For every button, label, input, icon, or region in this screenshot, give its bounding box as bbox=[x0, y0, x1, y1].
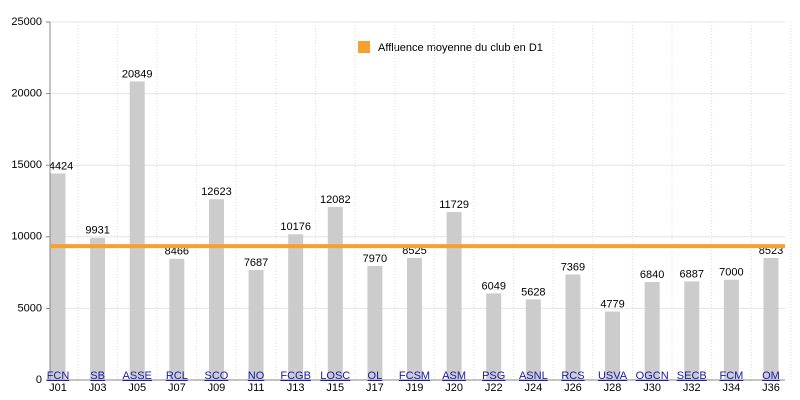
value-label: 7000 bbox=[719, 267, 743, 279]
bar bbox=[723, 279, 739, 380]
value-label: 12082 bbox=[320, 194, 351, 206]
bar bbox=[525, 299, 541, 380]
bar bbox=[90, 237, 106, 380]
x-tick-label: J30 bbox=[643, 382, 661, 394]
y-tick-label: 20000 bbox=[11, 88, 42, 100]
team-label[interactable]: FCM bbox=[719, 370, 743, 382]
team-label[interactable]: OL bbox=[368, 370, 383, 382]
value-label: 11729 bbox=[439, 199, 469, 211]
x-tick-label: J36 bbox=[762, 382, 780, 394]
x-tick-label: J11 bbox=[248, 382, 265, 394]
bar bbox=[248, 269, 264, 380]
x-tick-label: J15 bbox=[326, 382, 344, 394]
x-tick-label: J09 bbox=[208, 382, 226, 394]
team-label[interactable]: SECB bbox=[677, 370, 707, 382]
team-label[interactable]: ASSE bbox=[123, 370, 152, 382]
team-label[interactable]: FCSM bbox=[399, 370, 430, 382]
bar bbox=[288, 234, 304, 380]
bar bbox=[50, 173, 66, 380]
team-label[interactable]: SB bbox=[90, 370, 105, 382]
team-label[interactable]: SCO bbox=[205, 370, 229, 382]
team-label[interactable]: NO bbox=[248, 370, 265, 382]
value-label: 14424 bbox=[43, 160, 74, 172]
team-label[interactable]: USVA bbox=[598, 370, 628, 382]
value-label: 5628 bbox=[521, 286, 545, 298]
y-tick-label: 5000 bbox=[18, 302, 42, 314]
team-label[interactable]: ASM bbox=[442, 370, 466, 382]
value-label: 6887 bbox=[680, 268, 704, 280]
team-label[interactable]: PSG bbox=[482, 370, 505, 382]
x-tick-label: J03 bbox=[89, 382, 107, 394]
value-label: 7970 bbox=[363, 253, 387, 265]
team-label[interactable]: RCL bbox=[166, 370, 188, 382]
bar bbox=[407, 257, 422, 380]
x-tick-label: J17 bbox=[366, 382, 384, 394]
y-tick-label: 15000 bbox=[11, 159, 42, 171]
x-tick-label: J34 bbox=[723, 382, 741, 394]
value-label: 6840 bbox=[640, 269, 664, 281]
x-tick-label: J28 bbox=[604, 382, 622, 394]
value-label: 4779 bbox=[600, 298, 624, 310]
legend-label: Affluence moyenne du club en D1 bbox=[378, 42, 543, 54]
bar bbox=[565, 274, 581, 380]
x-tick-label: J07 bbox=[168, 382, 186, 394]
bar bbox=[486, 293, 502, 380]
bar bbox=[327, 206, 343, 380]
team-label[interactable]: OM bbox=[762, 370, 780, 382]
bar bbox=[208, 199, 224, 380]
bar bbox=[684, 281, 700, 380]
y-tick-label: 10000 bbox=[11, 231, 42, 243]
team-label[interactable]: LOSC bbox=[320, 370, 350, 382]
x-tick-label: J26 bbox=[564, 382, 582, 394]
value-label: 8523 bbox=[759, 245, 783, 257]
bar bbox=[446, 212, 462, 380]
plot: 14424 9931 20849 8466 12623 7687 10176 12082 797… bbox=[43, 68, 783, 310]
value-label: 7687 bbox=[244, 257, 268, 269]
bar bbox=[763, 257, 779, 380]
team-label[interactable]: RCS bbox=[561, 370, 584, 382]
y-tick-label: 25000 bbox=[11, 16, 42, 28]
value-label: 7369 bbox=[561, 261, 585, 273]
value-label: 9931 bbox=[85, 225, 109, 237]
x-tick-label: J13 bbox=[287, 382, 305, 394]
x-tick-label: J24 bbox=[524, 382, 542, 394]
x-tick-label: J32 bbox=[683, 382, 701, 394]
bar bbox=[169, 258, 185, 380]
x-tick-label: J20 bbox=[445, 382, 463, 394]
y-tick-label: 0 bbox=[36, 374, 42, 386]
legend-swatch bbox=[358, 41, 370, 53]
x-tick-label: J01 bbox=[49, 382, 67, 394]
bar bbox=[367, 265, 383, 380]
team-label[interactable]: FCN bbox=[47, 370, 70, 382]
x-tick-label: J05 bbox=[128, 382, 146, 394]
team-label[interactable]: FCGB bbox=[280, 370, 311, 382]
value-label: 6049 bbox=[481, 280, 505, 292]
x-tick-label: J22 bbox=[485, 382, 503, 394]
value-label: 20849 bbox=[122, 68, 153, 80]
bar bbox=[605, 311, 621, 380]
x-tick-label: J19 bbox=[406, 382, 424, 394]
team-label[interactable]: OGCN bbox=[636, 370, 669, 382]
value-label: 12623 bbox=[201, 186, 232, 198]
bar bbox=[644, 282, 660, 380]
value-label: 10176 bbox=[280, 221, 311, 233]
team-label[interactable]: ASNL bbox=[519, 370, 548, 382]
bar bbox=[129, 81, 145, 380]
value-label: 8466 bbox=[165, 246, 189, 258]
